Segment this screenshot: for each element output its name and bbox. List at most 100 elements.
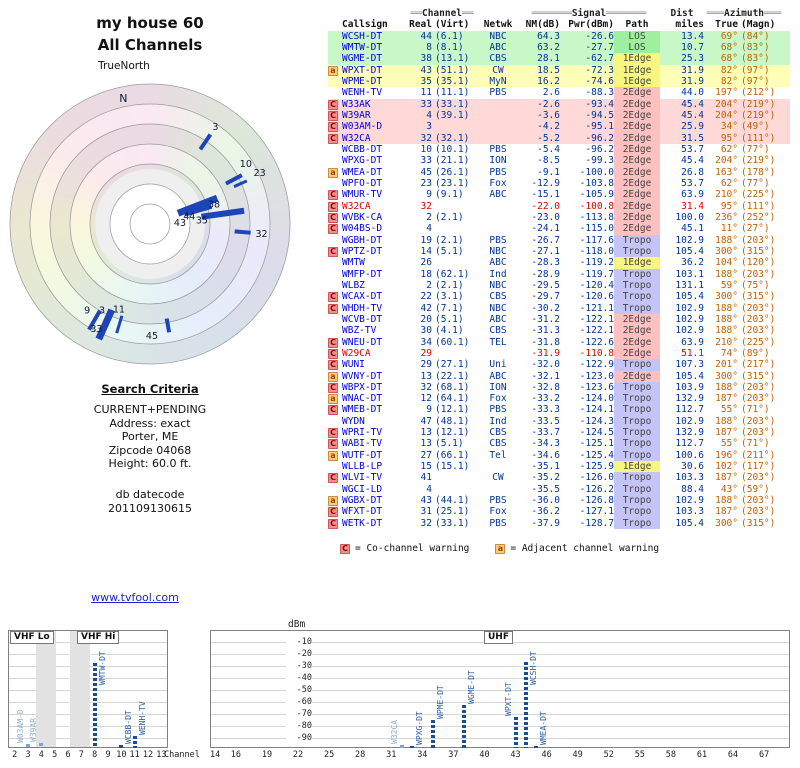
marker-cell: C [328, 427, 342, 439]
col-marker [328, 19, 342, 30]
marker-cell: a [328, 495, 342, 507]
cell-distance-miles: 103.3 [675, 472, 704, 484]
cell-azimuth-magnetic: (203°) [741, 302, 776, 314]
group-azimuth-label: Azimuth [723, 8, 765, 19]
cell-network: CBS [489, 438, 507, 450]
cell-path: Tropo [614, 438, 660, 450]
cell-azimuth-true: 187° [715, 393, 738, 405]
table-row: C W32CA 32 -22.0 -100.8 2Edge 31.4 95° (111°) [328, 200, 790, 212]
cell-power-dbm: -100.8 [579, 200, 614, 212]
cell-path: 2Edge [614, 211, 660, 224]
radar-channel-tick [95, 308, 115, 341]
cell-path: Tropo [614, 404, 660, 416]
cell-azimuth-magnetic: (252°) [741, 211, 776, 223]
cell-azimuth-magnetic: (225°) [741, 336, 776, 348]
search-criteria-line: Porter, ME [121, 430, 179, 443]
cell-azimuth-magnetic: (77°) [741, 143, 770, 155]
cell-real-channel: 41 [420, 472, 432, 484]
table-row: WMFP-DT 18 (62.1) Ind -28.9 -119.7 Tropo 103.1 1… [328, 268, 790, 280]
cell-callsign: WETK-DT [342, 517, 383, 529]
cell-path: LOS [614, 30, 660, 42]
db-datecode-value: 201109130615 [108, 501, 192, 515]
x-axis-tick: 9 [105, 750, 111, 760]
cell-nm-db: -22.0 [531, 200, 560, 212]
cell-callsign: WMTW-DT [342, 41, 383, 53]
radar-channel-tick [233, 179, 248, 188]
cell-network: ABC [489, 189, 507, 201]
cell-path: 2Edge [614, 223, 660, 235]
cell-distance-miles: 102.9 [675, 313, 704, 325]
cell-network: MyN [489, 75, 507, 87]
table-row: WCBB-DT 10 (10.1) PBS -5.4 -96.2 2Edge 53.7 62°(… [328, 143, 790, 156]
x-axis-tick: 14 [210, 750, 221, 760]
cell-nm-db: -35.5 [531, 483, 560, 495]
adjacent-channel-marker: a [328, 167, 338, 178]
radar-channel-tick [164, 318, 172, 333]
cell-network: CBS [489, 325, 507, 337]
cell-virtual-channel [432, 484, 478, 495]
co-channel-marker: C [328, 133, 338, 144]
search-criteria-line: Address: exact [109, 416, 191, 430]
cell-virtual-channel: (23.1) [435, 177, 470, 189]
cell-azimuth-true: 188° [715, 313, 738, 325]
header-deco: ═══════ [606, 8, 647, 19]
cell-nm-db: -15.1 [531, 189, 560, 201]
cell-azimuth-magnetic: (219°) [741, 155, 776, 167]
x-axis-tick: 49 [572, 750, 583, 760]
cell-azimuth-true: 210° [715, 336, 738, 348]
cell-callsign: WABI-TV [342, 438, 383, 450]
cell-path: 2Edge [614, 336, 660, 348]
marker-cell: C [328, 348, 342, 359]
group-signal: ═══════Signal═══════ [518, 8, 660, 19]
cell-path: 2Edge [614, 347, 660, 360]
marker-cell [328, 31, 342, 42]
y-axis-tick: -80 [286, 721, 312, 731]
marker-cell [328, 269, 342, 280]
truenorth-label: TrueNorth [98, 60, 150, 72]
radar-channel-tick [198, 133, 213, 151]
co-channel-marker: C [328, 212, 338, 223]
cell-virtual-channel [432, 201, 478, 212]
cell-virtual-channel: (5.1) [435, 245, 464, 257]
col-magn: (Magn) [741, 19, 776, 31]
cell-azimuth-magnetic: (203°) [741, 393, 776, 405]
cell-path: 2Edge [614, 313, 660, 326]
cell-power-dbm: -119.2 [579, 257, 614, 269]
chart-bar-label: WGME-DT [466, 670, 476, 705]
y-axis-tick: -20 [286, 649, 312, 659]
cell-nm-db: 28.1 [537, 53, 560, 65]
cell-azimuth-true: 187° [715, 427, 738, 439]
cell-callsign: WLLB-LP [342, 461, 383, 473]
cell-azimuth-true: 11° [720, 223, 738, 235]
cell-distance-miles: 31.5 [681, 132, 704, 144]
cell-power-dbm: -124.3 [579, 415, 614, 427]
cell-azimuth-magnetic: (84°) [741, 30, 770, 42]
x-axis-tick: 13 [156, 750, 167, 760]
cell-distance-miles: 105.4 [675, 245, 704, 257]
cell-network: PBS [489, 495, 507, 507]
y-axis-title: dBm [288, 619, 306, 630]
table-row: C WPRI-TV 13 (12.1) CBS -33.7 -124.5 Tropo 132.9… [328, 427, 790, 439]
cell-azimuth-true: 204° [715, 109, 738, 121]
cell-azimuth-magnetic: (217°) [741, 359, 776, 371]
adjacent-channel-marker: a [328, 371, 338, 382]
cell-azimuth-magnetic: (219°) [741, 98, 776, 110]
cell-azimuth-true: 102° [715, 461, 738, 473]
chart-bar-label: W32CA [389, 720, 399, 745]
cell-real-channel: 3 [426, 121, 432, 133]
x-axis-tick: 28 [355, 750, 366, 760]
cell-nm-db: 63.2 [537, 41, 560, 53]
cell-path: 2Edge [614, 98, 660, 110]
marker-cell: C [328, 438, 342, 450]
tvfool-link[interactable]: www.tvfool.com [91, 591, 179, 604]
cell-nm-db: -3.6 [537, 109, 560, 121]
cell-network: PBS [489, 166, 507, 178]
cell-azimuth-true: 300° [715, 517, 738, 529]
cell-power-dbm: -27.7 [585, 41, 614, 53]
cell-callsign: W32CA [342, 132, 371, 144]
x-axis-tick: 67 [758, 750, 770, 760]
table-row: WLBZ 2 (2.1) NBC -29.5 -120.4 Tropo 131.1 59° (75… [328, 279, 790, 292]
cell-nm-db: -34.3 [531, 438, 560, 450]
cell-network: CBS [489, 53, 507, 65]
table-row: WCSH-DT 44 (6.1) NBC 64.3 -26.6 LOS 13.4 69° (84°… [328, 30, 790, 42]
